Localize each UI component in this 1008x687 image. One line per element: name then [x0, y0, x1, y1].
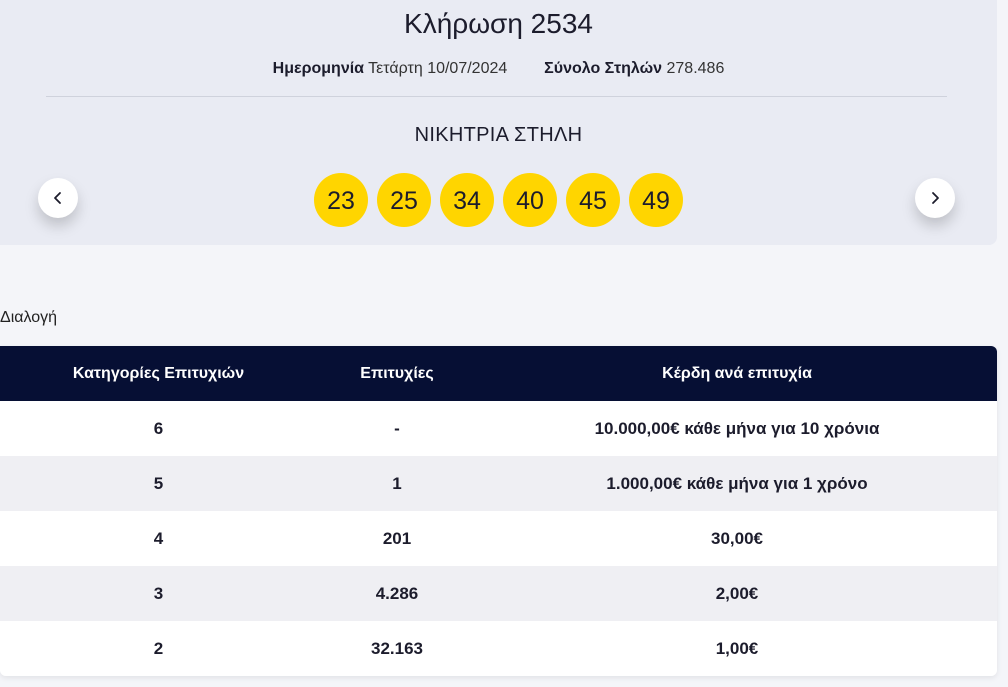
- table-row: 4 201 30,00€: [0, 511, 997, 566]
- winners-cell: 32.163: [371, 638, 423, 658]
- winning-numbers: 23 25 34 40 45 49: [0, 173, 997, 227]
- header-categories: Κατηγορίες Επιτυχιών: [72, 364, 245, 382]
- category-cell: 4: [153, 528, 164, 548]
- winning-column-label: ΝΙΚΗΤΡΙΑ ΣΤΗΛΗ: [414, 124, 583, 146]
- table-row: 3 4.286 2,00€: [0, 566, 997, 621]
- category-cell: 6: [153, 418, 164, 438]
- winners-cell: 1: [392, 473, 402, 493]
- table-header: Κατηγορίες Επιτυχιών Επιτυχίες Κέρδη ανά…: [0, 346, 997, 401]
- prize-cell: 1.000,00€ κάθε μήνα για 1 χρόνο: [606, 473, 868, 493]
- category-cell: 5: [153, 473, 164, 493]
- table-row: 6 - 10.000,00€ κάθε μήνα για 10 χρόνια: [0, 401, 997, 456]
- previous-draw-button[interactable]: [38, 178, 78, 218]
- header-winners: Επιτυχίες: [360, 364, 434, 382]
- number-ball: 25: [377, 173, 431, 227]
- chevron-right-icon: [932, 192, 939, 204]
- header-prize: Κέρδη ανά επιτυχία: [662, 364, 812, 382]
- category-cell: 2: [153, 638, 164, 658]
- table-row: 5 1 1.000,00€ κάθε μήνα για 1 χρόνο: [0, 456, 997, 511]
- number-ball: 34: [440, 173, 494, 227]
- prize-cell: 10.000,00€ κάθε μήνα για 10 χρόνια: [594, 418, 880, 438]
- sort-label[interactable]: Διαλογή: [0, 309, 58, 326]
- prize-cell: 1,00€: [715, 638, 759, 658]
- winners-cell: 201: [382, 528, 412, 548]
- winners-cell: -: [394, 418, 400, 438]
- winners-cell: 4.286: [375, 583, 419, 603]
- total-columns-label: Σύνολο Στηλών: [544, 60, 663, 77]
- category-cell: 3: [153, 583, 164, 603]
- prize-table: Κατηγορίες Επιτυχιών Επιτυχίες Κέρδη ανά…: [0, 346, 997, 676]
- number-ball: 23: [314, 173, 368, 227]
- chevron-left-icon: [54, 192, 61, 204]
- number-ball: 45: [566, 173, 620, 227]
- prize-cell: 2,00€: [715, 583, 759, 603]
- draw-header: Κλήρωση 2534 Ημερομηνία Τετάρτη 10/07/20…: [0, 0, 997, 245]
- table-row: 2 32.163 1,00€: [0, 621, 997, 676]
- number-ball: 40: [503, 173, 557, 227]
- total-columns-value: 278.486: [666, 60, 725, 77]
- draw-title: Κλήρωση 2534: [404, 8, 593, 39]
- date-value: Τετάρτη 10/07/2024: [368, 60, 508, 77]
- date-label: Ημερομηνία: [272, 60, 364, 77]
- divider: [46, 96, 947, 97]
- draw-meta: Ημερομηνία Τετάρτη 10/07/2024 Σύνολο Στη…: [0, 60, 997, 78]
- prize-cell: 30,00€: [711, 528, 763, 548]
- next-draw-button[interactable]: [915, 178, 955, 218]
- number-ball: 49: [629, 173, 683, 227]
